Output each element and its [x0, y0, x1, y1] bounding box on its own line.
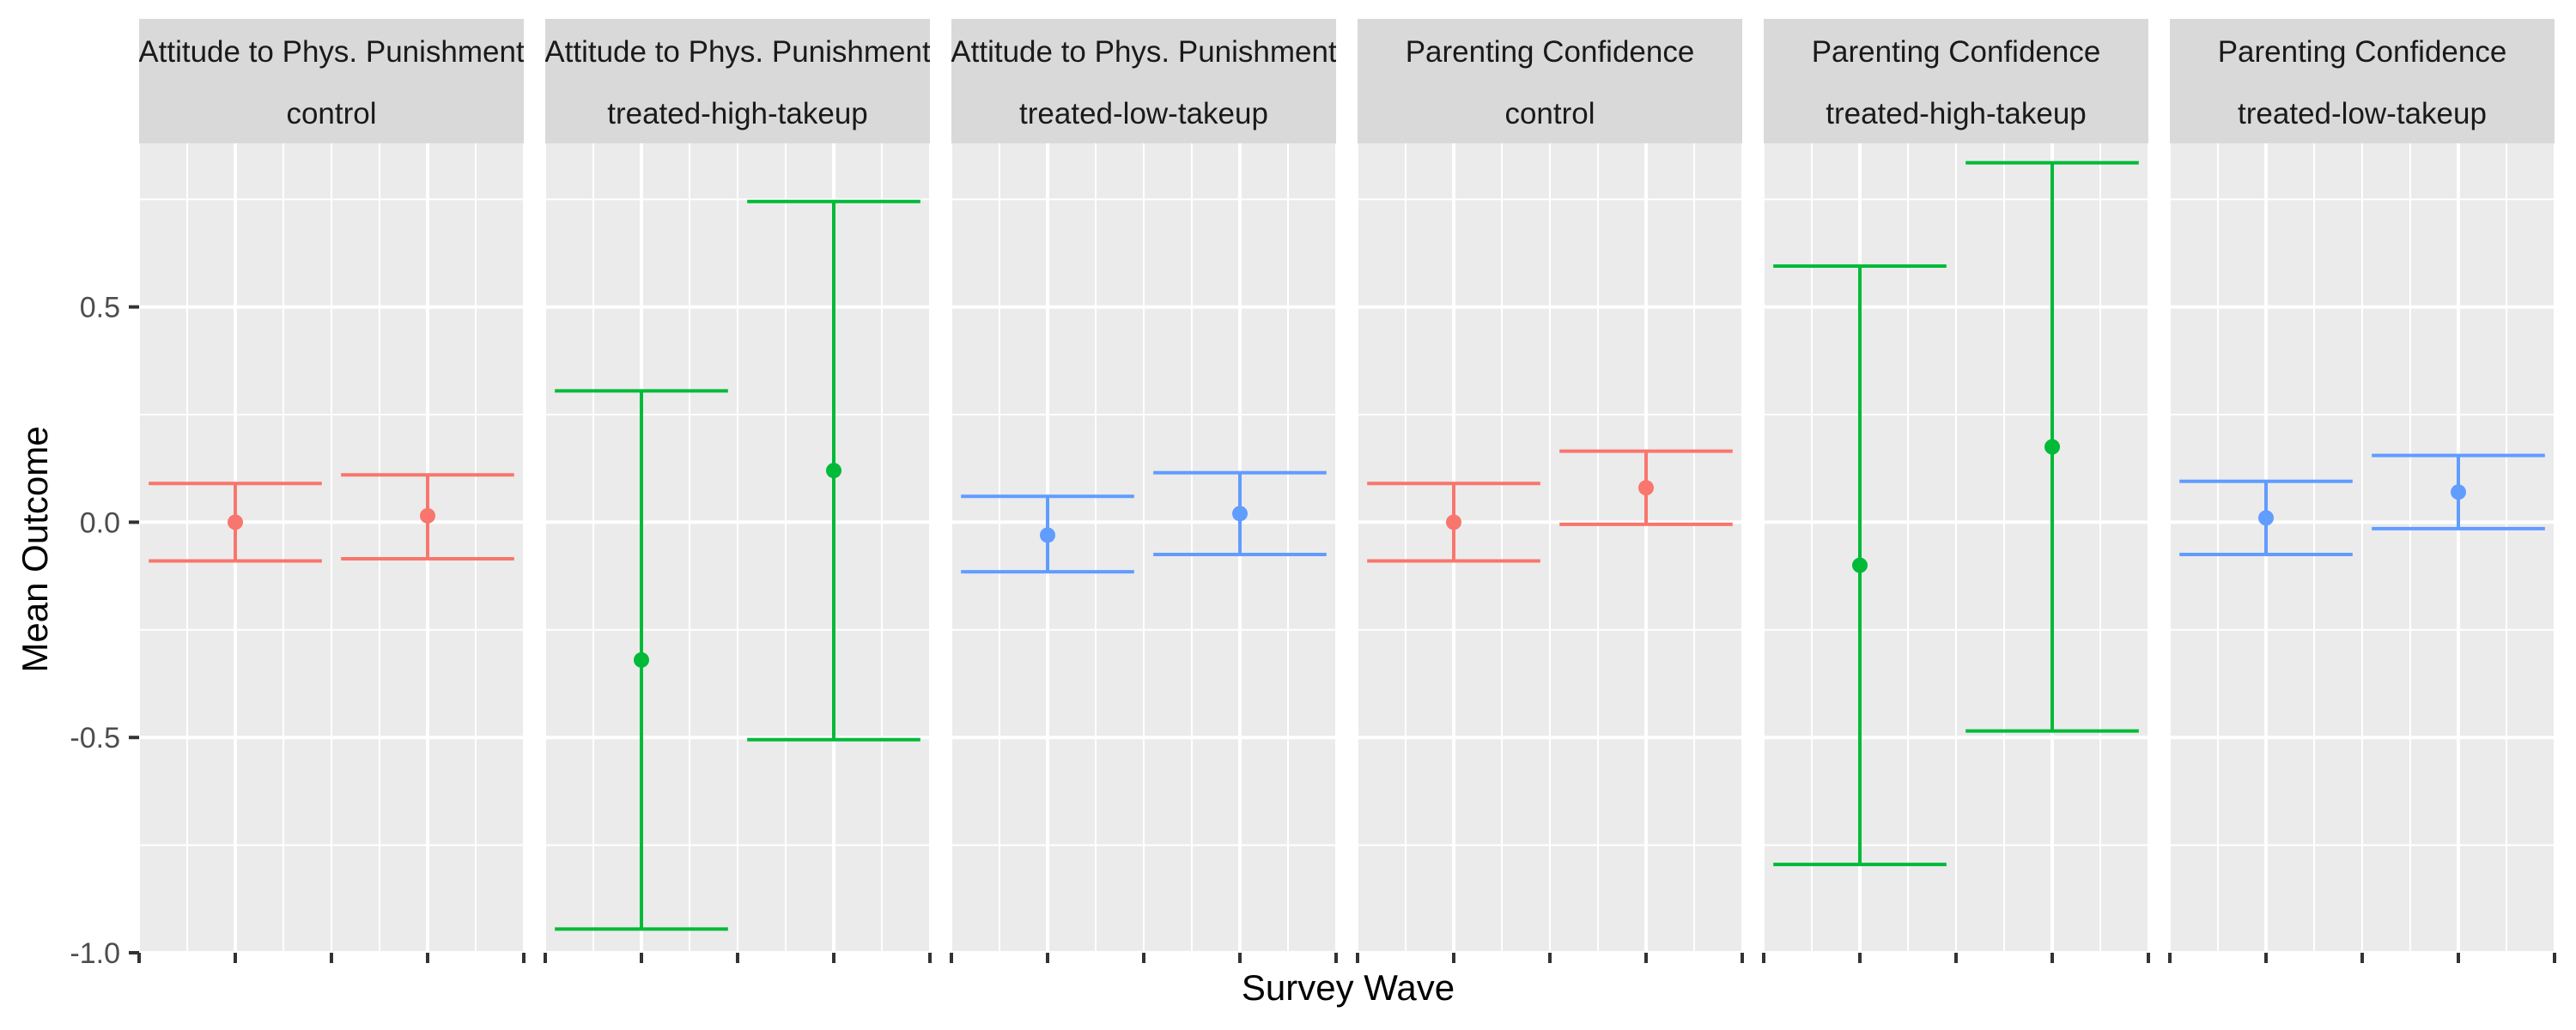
error-bar	[149, 482, 322, 563]
y-tick-label: 0.5	[80, 292, 120, 324]
facet-strip	[1764, 19, 2148, 143]
facet-strip-outcome-label: Attitude to Phys. Punishment	[138, 35, 525, 69]
facet-strip-outcome-label: Attitude to Phys. Punishment	[951, 35, 1337, 69]
error-bar	[1965, 161, 2139, 733]
facet-strip-outcome-label: Attitude to Phys. Punishment	[544, 35, 931, 69]
facet-strip-outcome-label: Parenting Confidence	[1812, 35, 2101, 69]
error-bar	[1559, 449, 1733, 526]
facet-panel: Parenting Confidence treated-high-takeup	[1762, 19, 2150, 963]
facet-strip-group-label: treated-low-takeup	[2238, 97, 2487, 130]
facet-strip	[2170, 19, 2555, 143]
facet-strip	[139, 19, 524, 143]
error-bar	[747, 199, 920, 742]
mean-point	[420, 507, 435, 524]
mean-point	[1638, 480, 1654, 496]
error-bar	[2179, 479, 2353, 557]
mean-point	[634, 651, 649, 668]
facet-panel: Parenting Confidence treated-low-takeup	[2168, 19, 2556, 963]
mean-point	[2044, 439, 2060, 455]
mean-point	[1040, 527, 1055, 543]
error-bar	[1773, 264, 1947, 867]
facet-strip-group-label: treated-high-takeup	[1826, 97, 2087, 130]
mean-point	[228, 514, 243, 530]
error-bar	[1367, 482, 1540, 563]
facet-strip-outcome-label: Parenting Confidence	[2218, 35, 2507, 69]
facet-strip-outcome-label: Parenting Confidence	[1406, 35, 1695, 69]
facet-panel: Attitude to Phys. Punishment control	[137, 19, 526, 963]
y-tick-label: -1.0	[70, 937, 120, 970]
facet-panel: Attitude to Phys. Punishment treated-high…	[544, 19, 932, 963]
y-tick-label: 0.0	[80, 506, 120, 539]
facet-strip	[545, 19, 930, 143]
mean-point	[1232, 506, 1248, 522]
error-bar	[2372, 453, 2545, 530]
error-bar	[555, 389, 728, 931]
error-bar	[961, 494, 1134, 574]
mean-point	[2451, 484, 2466, 500]
facet-panel: Parenting Confidence control	[1356, 19, 1744, 963]
facet-strip-group-label: treated-high-takeup	[607, 97, 868, 130]
y-axis: -1.0 -0.5 0.0 0.5	[70, 292, 139, 970]
mean-point	[826, 463, 841, 479]
error-bar	[1153, 470, 1327, 557]
error-bar	[341, 473, 514, 561]
panels-layer: Attitude to Phys. PunishmentcontrolAttit…	[137, 19, 2556, 963]
y-tick-label: -0.5	[70, 722, 120, 754]
facet-strip-group-label: treated-low-takeup	[1019, 97, 1268, 130]
facet-strip-group-label: control	[1504, 97, 1595, 130]
facet-strip	[951, 19, 1336, 143]
facet-panel: Attitude to Phys. Punishment treated-low-…	[950, 19, 1338, 963]
x-axis-title: Survey Wave	[1242, 967, 1455, 1008]
facet-strip-group-label: control	[286, 97, 376, 130]
mean-point	[1446, 514, 1461, 530]
mean-point	[1852, 557, 1868, 573]
y-axis-title: Mean Outcome	[15, 426, 55, 672]
mean-point	[2258, 510, 2274, 526]
facet-strip	[1358, 19, 1742, 143]
